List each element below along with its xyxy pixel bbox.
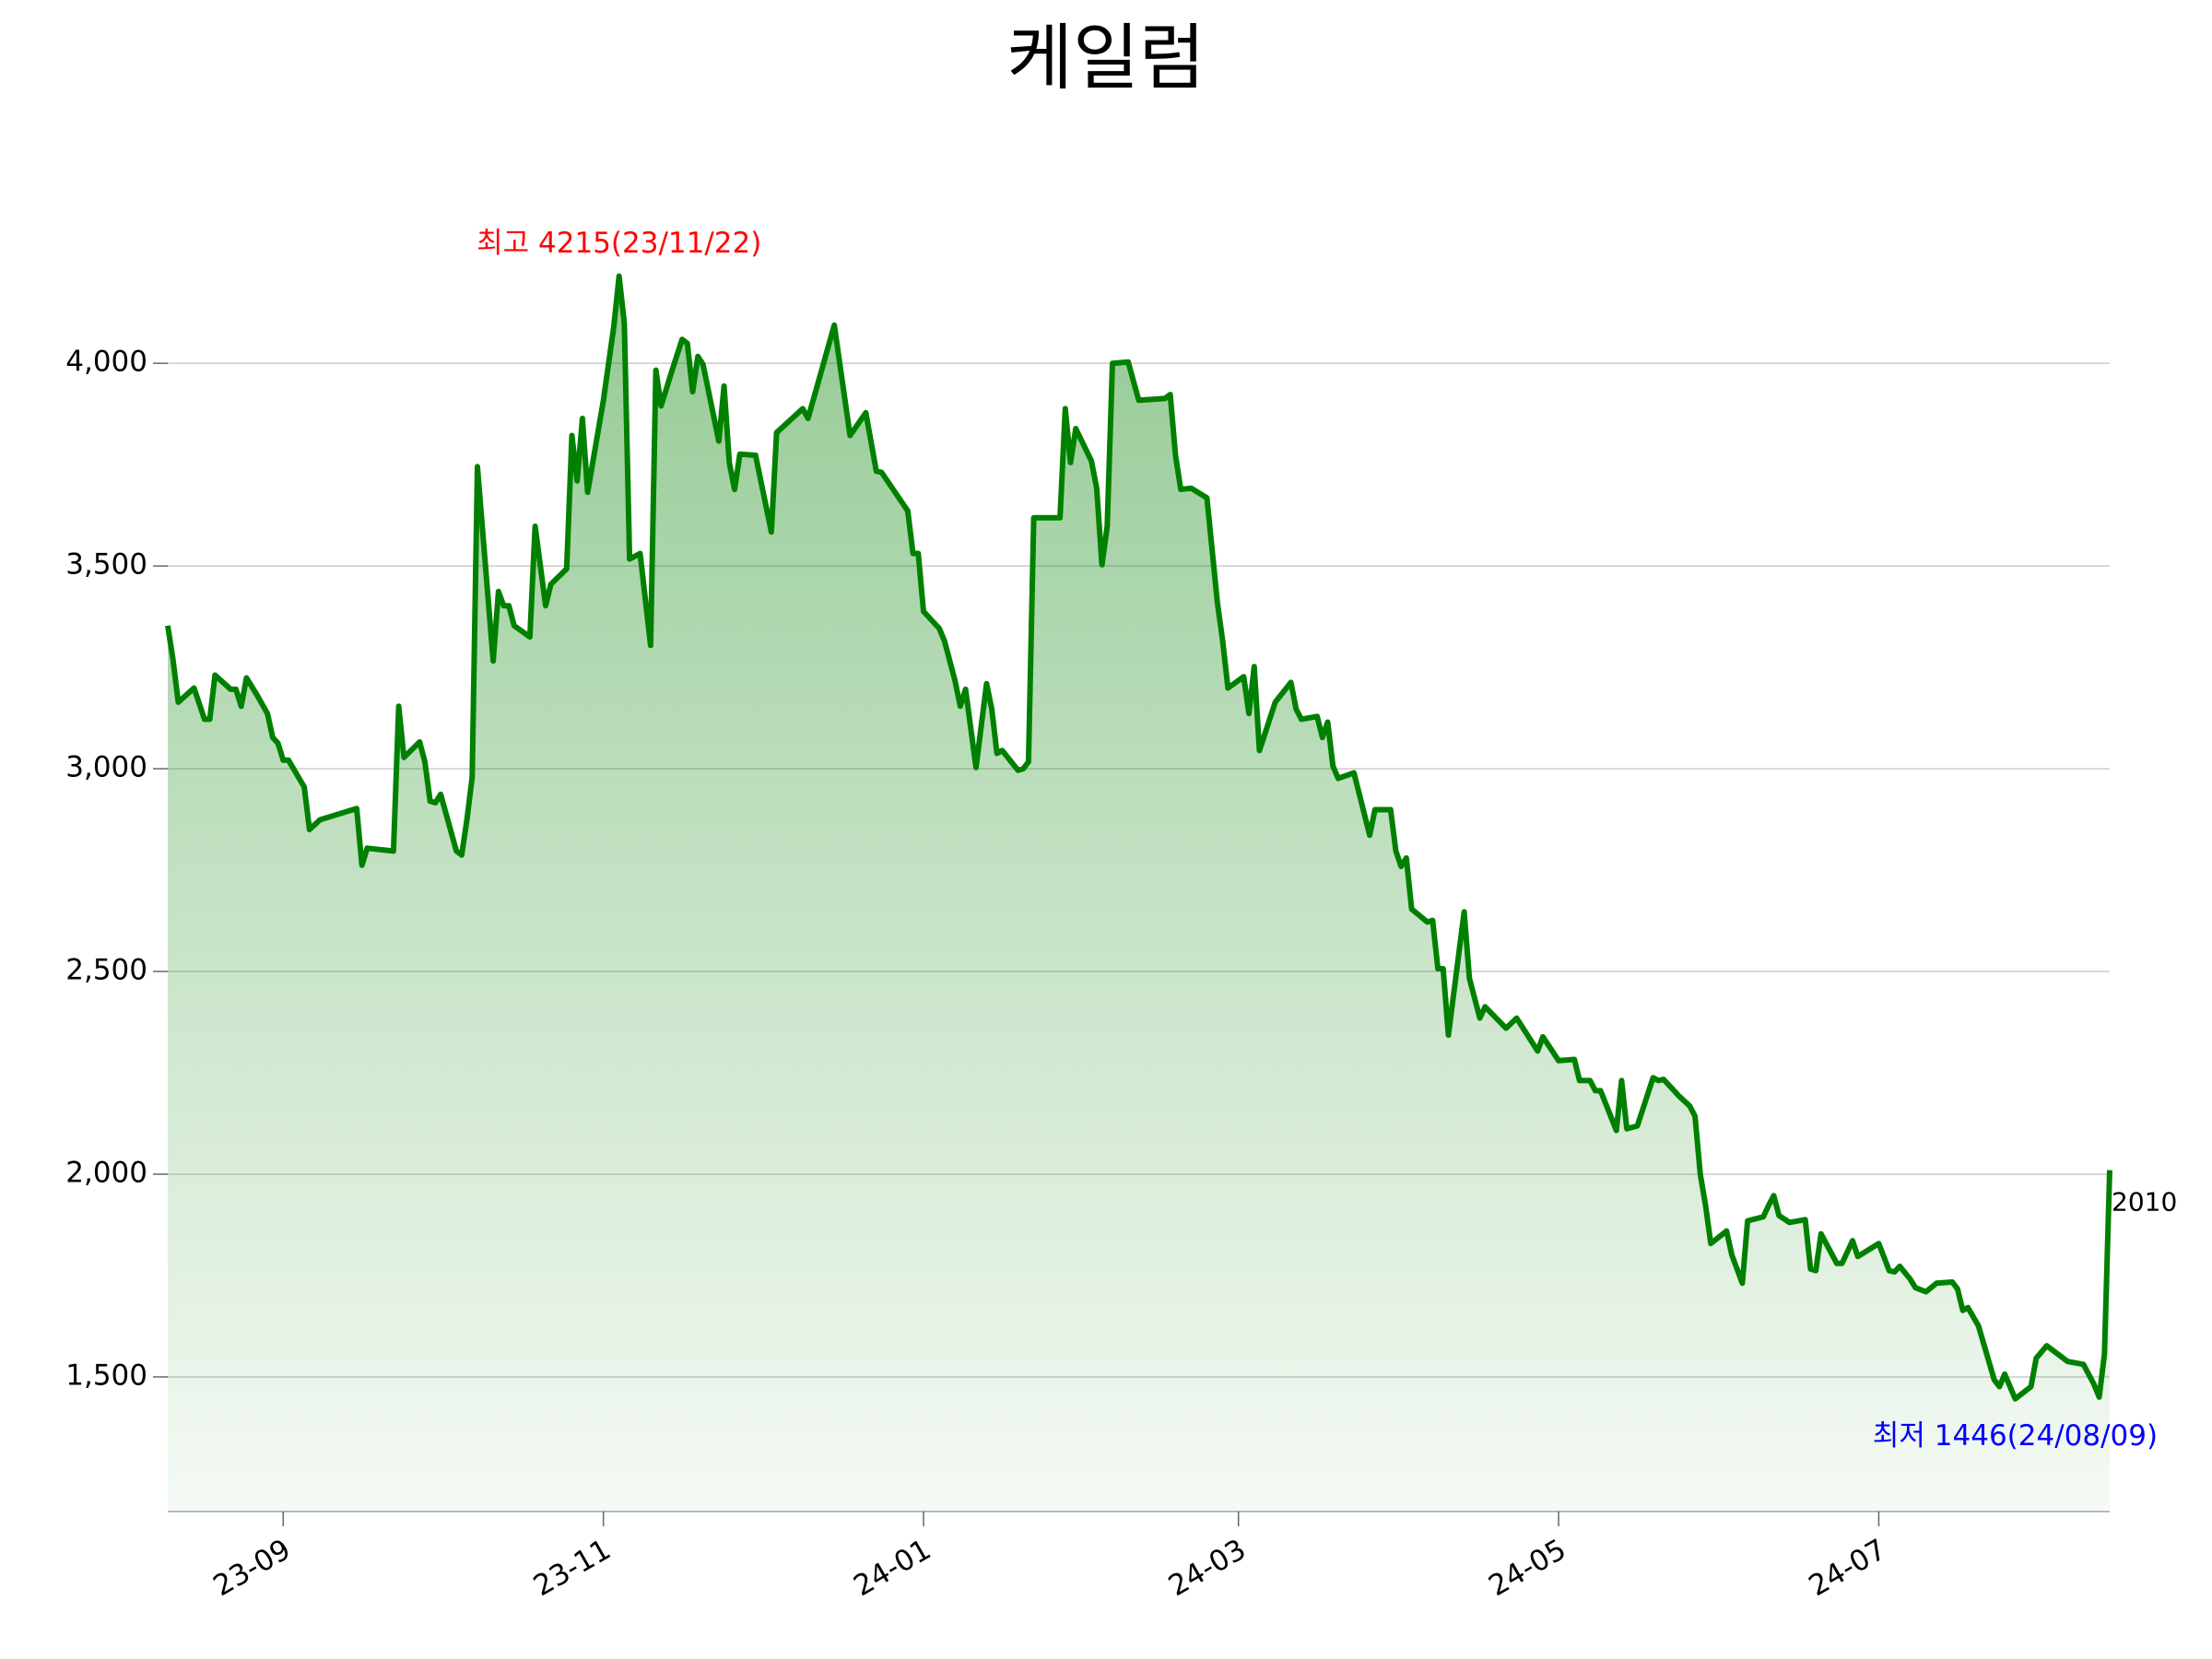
x-tick-label: 24-03 bbox=[1163, 1533, 1252, 1603]
x-tick-label: 23-11 bbox=[528, 1533, 617, 1603]
line bbox=[165, 273, 2112, 1402]
y-tick-label: 2,000 bbox=[65, 1156, 147, 1189]
y-tick-label: 3,000 bbox=[65, 751, 147, 784]
x-tick-label: 24-07 bbox=[1804, 1533, 1892, 1603]
y-tick-label: 1,500 bbox=[65, 1359, 147, 1392]
area bbox=[168, 276, 2110, 1512]
chart-title: 케일럼 bbox=[1006, 17, 1205, 100]
min-annotation: 최저 1446(24/08/09) bbox=[1873, 1419, 2158, 1453]
last-value-label: 2010 bbox=[2112, 1187, 2177, 1218]
max-annotation: 최고 4215(23/11/22) bbox=[477, 227, 761, 260]
x-tick-label: 24-01 bbox=[848, 1533, 936, 1603]
y-tick-label: 4,000 bbox=[65, 346, 147, 379]
x-tick-label: 24-05 bbox=[1483, 1533, 1571, 1603]
y-tick-label: 2,500 bbox=[65, 954, 147, 987]
x-tick-label: 23-09 bbox=[208, 1533, 297, 1603]
y-tick-label: 3,500 bbox=[65, 548, 147, 582]
